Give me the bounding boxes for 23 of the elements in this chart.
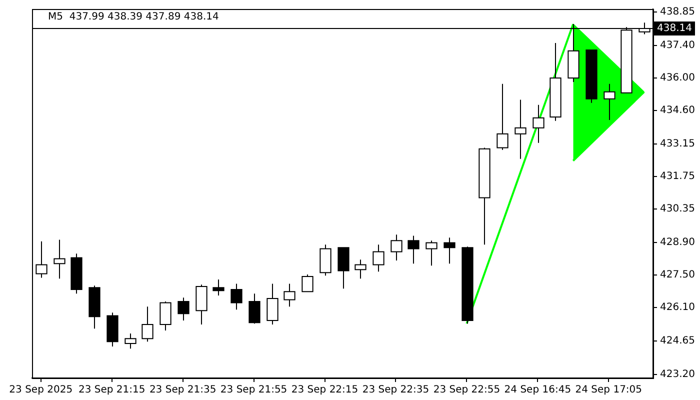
y-tick-label: 430.35 xyxy=(660,204,696,214)
y-tick-label: 438.85 xyxy=(660,6,696,18)
x-tick-label: 24 Sep 16:45 xyxy=(504,384,572,396)
x-tick-label: 23 Sep 21:35 xyxy=(149,384,216,396)
y-tick-label: 431.75 xyxy=(660,171,696,182)
x-tick-label: 23 Sep 21:55 xyxy=(220,384,288,396)
y-tick-label: 426.10 xyxy=(660,302,696,313)
x-tick-label: 23 Sep 22:35 xyxy=(362,384,430,396)
ref-line-label: 438.14 xyxy=(657,23,692,34)
x-tick-label: 23 Sep 22:55 xyxy=(433,384,500,396)
y-tick-label: 424.65 xyxy=(660,336,696,347)
y-tick-label: 423.20 xyxy=(660,369,696,380)
y-tick-label: 434.60 xyxy=(660,105,696,116)
chart-title: M5 437.99 438.39 437.89 438.14 xyxy=(48,12,219,23)
y-tick-label: 428.90 xyxy=(660,237,696,248)
y-tick-label: 433.15 xyxy=(660,138,696,150)
y-tick-label: 436.00 xyxy=(660,72,696,84)
x-tick-label: 24 Sep 17:05 xyxy=(575,384,642,396)
y-tick-label: 437.40 xyxy=(660,40,696,52)
x-tick-label: 23 Sep 22:15 xyxy=(291,384,358,396)
x-tick-label: 23 Sep 2025 xyxy=(9,384,73,396)
y-tick-label: 427.50 xyxy=(660,270,696,281)
x-tick-label: 23 Sep 21:15 xyxy=(78,384,146,396)
